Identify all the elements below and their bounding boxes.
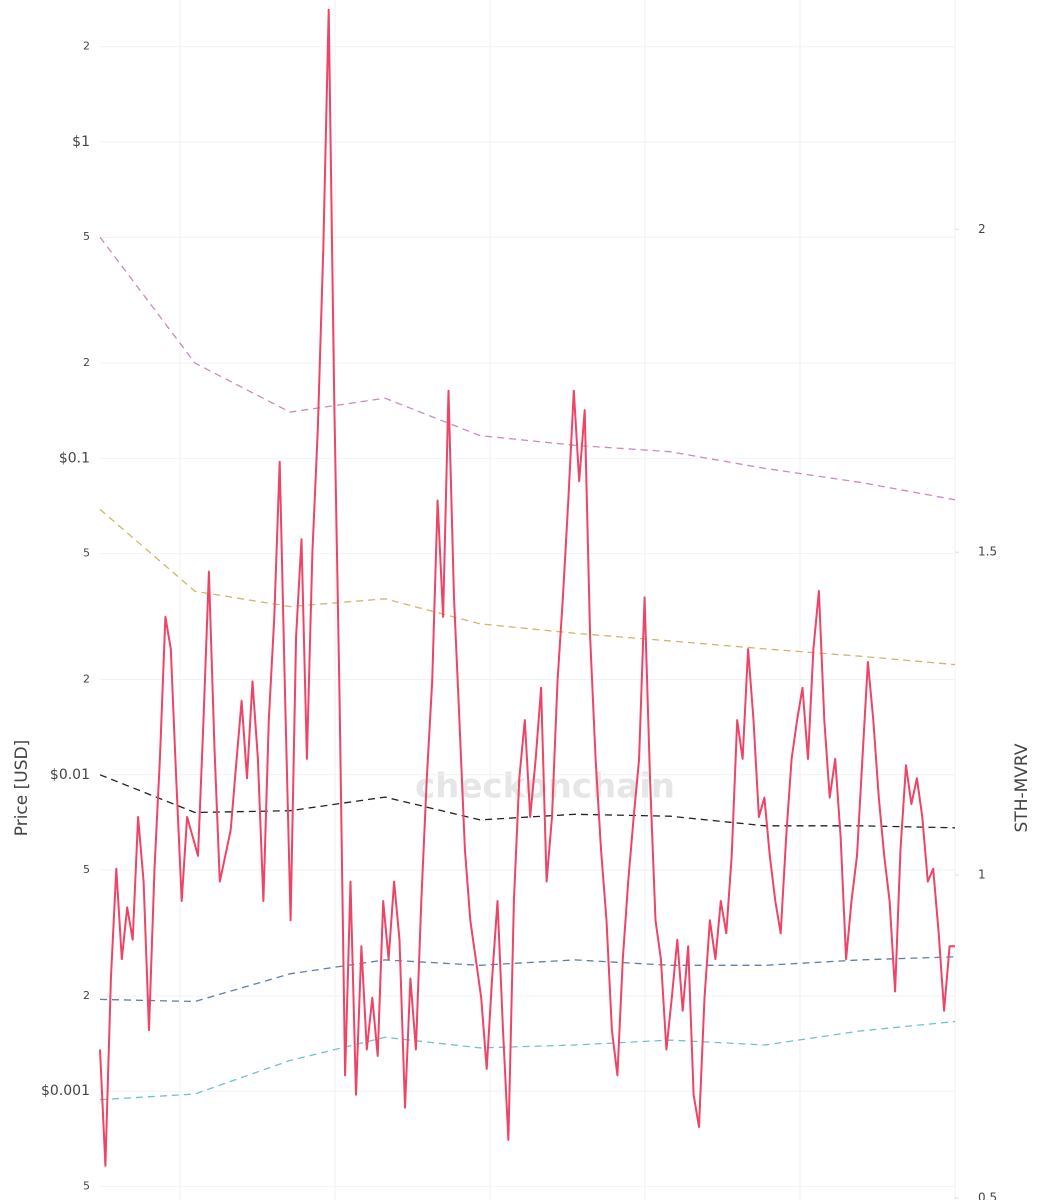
y2-tick-label: 2 (978, 222, 986, 236)
y-tick-label: 5 (83, 1179, 90, 1192)
sth-mvrv-line (99, 8, 955, 1167)
band-line (99, 236, 956, 501)
y-axis-title: Price [USD] (12, 740, 32, 836)
y-tick-label: 2 (83, 989, 90, 1002)
y-tick-label: 5 (83, 547, 90, 560)
y-tick-label: 5 (83, 230, 90, 243)
y-tick-label: $0.001 (41, 1083, 90, 1099)
y-tick-label: 2 (83, 356, 90, 369)
y-tick-label: 2 (83, 40, 90, 53)
y-tick-label: $0.01 (50, 767, 90, 783)
y2-tick-label: 1 (978, 868, 986, 882)
band-line (99, 956, 956, 1003)
band-line (99, 508, 956, 666)
y-tick-label: 5 (83, 863, 90, 876)
y-tick-label: $1 (72, 134, 90, 150)
band-line (99, 774, 956, 829)
y2-tick-label: 1.5 (978, 545, 997, 559)
y-tick-label: $0.1 (59, 450, 90, 466)
y2-axis-title: STH-MVRV (1012, 743, 1032, 832)
y-tick-label: 2 (83, 673, 90, 686)
band-line (99, 1020, 956, 1101)
y2-tick-label: 0.5 (978, 1191, 997, 1200)
vertical-grid (179, 0, 956, 1200)
